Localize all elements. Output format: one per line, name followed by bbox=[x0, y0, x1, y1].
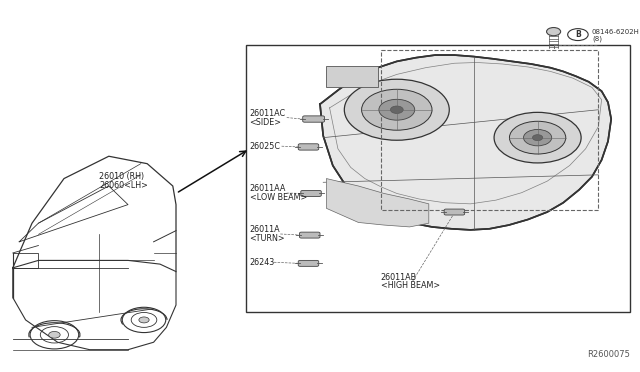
Polygon shape bbox=[326, 179, 429, 227]
Text: <HIGH BEAM>: <HIGH BEAM> bbox=[381, 281, 440, 290]
Text: <TURN>: <TURN> bbox=[250, 234, 285, 243]
Circle shape bbox=[509, 121, 566, 154]
Text: (8): (8) bbox=[592, 36, 602, 42]
Text: 26011AC: 26011AC bbox=[250, 109, 285, 118]
Circle shape bbox=[547, 28, 561, 36]
Text: <LOW BEAM>: <LOW BEAM> bbox=[250, 193, 307, 202]
Text: 26060<LH>: 26060<LH> bbox=[99, 181, 148, 190]
Text: 26011AB: 26011AB bbox=[381, 273, 417, 282]
Text: B: B bbox=[575, 30, 580, 39]
Circle shape bbox=[139, 317, 149, 323]
Circle shape bbox=[494, 112, 581, 163]
Circle shape bbox=[532, 135, 543, 141]
Bar bbox=[246, 45, 630, 312]
Text: <SIDE>: <SIDE> bbox=[250, 118, 282, 126]
Bar bbox=[381, 50, 598, 210]
Text: 26011A: 26011A bbox=[250, 225, 280, 234]
Circle shape bbox=[362, 89, 432, 130]
Text: 26243: 26243 bbox=[250, 258, 275, 267]
FancyBboxPatch shape bbox=[444, 209, 465, 215]
Text: 08146-6202H: 08146-6202H bbox=[592, 29, 640, 35]
Polygon shape bbox=[320, 55, 611, 230]
Text: 26011AA: 26011AA bbox=[250, 185, 286, 193]
Circle shape bbox=[49, 331, 60, 338]
FancyBboxPatch shape bbox=[298, 260, 319, 266]
Text: R2600075: R2600075 bbox=[588, 350, 630, 359]
Circle shape bbox=[344, 79, 449, 140]
Circle shape bbox=[524, 129, 552, 146]
FancyBboxPatch shape bbox=[301, 190, 321, 196]
Bar bbox=[13, 253, 38, 268]
FancyBboxPatch shape bbox=[298, 144, 319, 150]
Text: 26010 (RH): 26010 (RH) bbox=[99, 172, 145, 181]
Bar bbox=[326, 66, 378, 87]
FancyBboxPatch shape bbox=[303, 116, 324, 122]
Text: 26025C: 26025C bbox=[250, 142, 280, 151]
Circle shape bbox=[390, 106, 403, 113]
Circle shape bbox=[379, 99, 415, 120]
FancyBboxPatch shape bbox=[300, 232, 320, 238]
